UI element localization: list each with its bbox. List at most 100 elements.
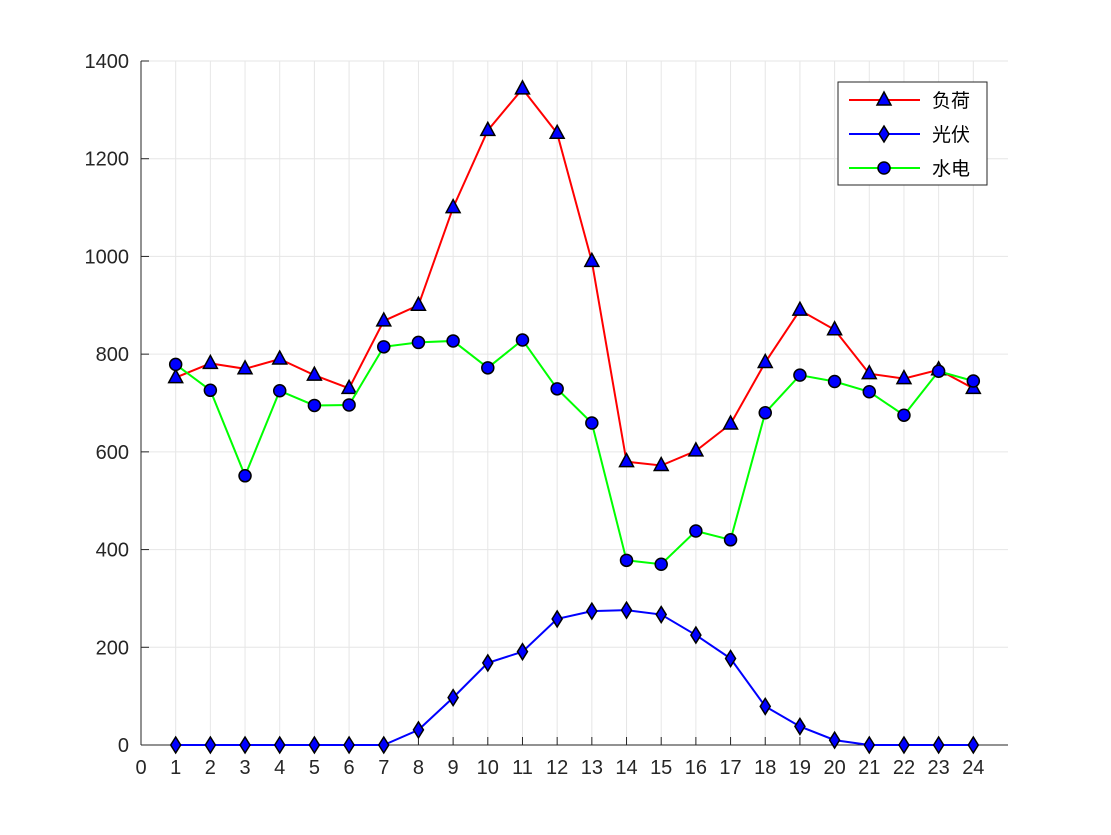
grid <box>141 60 1008 745</box>
x-tick-label: 10 <box>477 757 499 779</box>
circle-marker <box>342 398 356 412</box>
triangle-marker <box>375 311 393 327</box>
triangle-marker <box>861 364 878 380</box>
series-diamond <box>169 600 980 755</box>
circle-marker <box>723 533 738 547</box>
y-tick-label: 400 <box>96 540 129 562</box>
diamond-marker <box>967 735 980 755</box>
x-tick-label: 12 <box>546 757 568 779</box>
y-tick-label: 200 <box>96 637 129 659</box>
circle-marker <box>585 416 599 430</box>
triangle-marker <box>340 378 358 395</box>
x-tick-label: 22 <box>893 757 915 779</box>
diamond-marker <box>343 735 355 755</box>
triangle-marker <box>444 197 462 214</box>
x-tick-label: 17 <box>719 757 741 779</box>
diamond-marker <box>412 720 425 740</box>
triangle-marker <box>791 300 809 316</box>
triangle-marker <box>271 349 288 365</box>
diamond-marker <box>273 735 286 755</box>
triangle-marker <box>167 368 184 384</box>
x-tick-label: 6 <box>344 757 355 779</box>
circle-marker <box>862 385 877 399</box>
triangle-marker <box>618 452 635 468</box>
diamond-marker <box>585 601 598 621</box>
diamond-marker <box>377 735 390 755</box>
x-tick-label: 3 <box>239 757 250 779</box>
diamond-marker <box>878 124 890 144</box>
x-tick-label: 23 <box>928 757 950 779</box>
diamond-marker <box>308 735 321 755</box>
circle-marker <box>550 382 564 396</box>
diamond-marker <box>447 688 460 708</box>
diamond-marker <box>169 735 182 755</box>
triangle-marker <box>895 368 913 385</box>
x-tick-label: 5 <box>309 757 320 779</box>
triangle-marker <box>756 352 774 369</box>
circle-marker <box>446 334 460 348</box>
y-tick-label: 1000 <box>85 246 130 268</box>
y-tick-label: 1400 <box>85 51 130 73</box>
diamond-marker <box>655 605 668 624</box>
circle-marker <box>307 398 322 413</box>
series-circle <box>168 333 981 571</box>
x-tick-label: 18 <box>754 757 776 779</box>
x-tick-label: 21 <box>858 757 880 779</box>
triangle-marker <box>236 359 254 375</box>
x-tick-label: 2 <box>205 757 216 779</box>
series-group <box>167 79 982 755</box>
x-tick-label: 0 <box>135 757 146 779</box>
y-tick-label: 0 <box>118 735 129 757</box>
legend-label: 光伏 <box>932 124 970 146</box>
x-tick-label: 4 <box>274 757 285 779</box>
x-tick-label: 14 <box>615 757 637 779</box>
diamond-marker <box>204 735 217 755</box>
circle-marker <box>827 374 842 389</box>
circle-marker <box>619 553 634 568</box>
diamond-marker <box>724 649 737 668</box>
circle-marker <box>966 374 981 388</box>
x-tick-label: 9 <box>448 757 459 779</box>
triangle-marker <box>202 353 219 370</box>
diamond-marker <box>898 735 910 755</box>
y-tick-label: 600 <box>96 442 129 464</box>
circle-marker <box>411 335 426 350</box>
diamond-marker <box>551 609 564 629</box>
circle-marker <box>272 384 287 398</box>
x-tick-label: 24 <box>962 757 984 779</box>
circle-marker <box>877 161 891 175</box>
y-tick-label: 1200 <box>85 149 130 171</box>
legend-label: 水电 <box>932 158 970 180</box>
circle-marker <box>238 469 252 483</box>
diamond-marker <box>863 735 876 755</box>
circle-marker <box>203 383 218 398</box>
x-tick-label: 11 <box>512 757 533 779</box>
circle-marker <box>897 408 911 422</box>
circle-marker <box>931 364 946 378</box>
diamond-marker <box>794 717 806 736</box>
triangle-marker <box>652 455 670 472</box>
triangle-marker <box>687 441 705 457</box>
diamond-marker <box>516 642 529 662</box>
triangle-marker <box>583 251 601 268</box>
diamond-marker <box>481 653 494 673</box>
x-tick-label: 7 <box>378 757 389 779</box>
circle-marker <box>481 361 495 375</box>
x-tick-label: 8 <box>413 757 424 779</box>
circle-marker <box>758 406 772 420</box>
triangle-marker <box>306 365 323 381</box>
x-tick-label: 1 <box>170 757 181 779</box>
triangle-marker <box>479 120 497 137</box>
diamond-marker <box>759 696 772 716</box>
y-tick-label: 800 <box>96 344 129 366</box>
triangle-marker <box>548 123 566 140</box>
diamond-marker <box>620 600 633 620</box>
series-triangle <box>167 79 982 472</box>
circle-marker <box>654 557 668 571</box>
circle-marker <box>515 333 530 347</box>
triangle-marker <box>875 90 893 106</box>
x-tick-label: 20 <box>823 757 845 779</box>
x-tick-label: 19 <box>789 757 811 779</box>
